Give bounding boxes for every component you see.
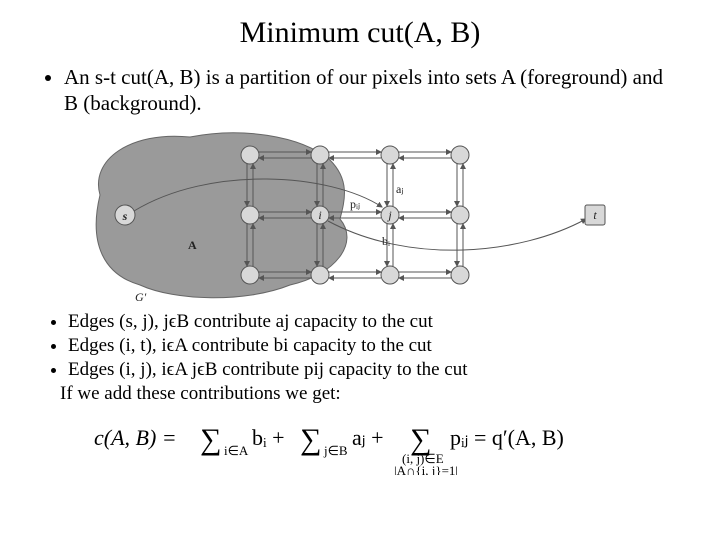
graph-diagram: s t A G′ i j aⱼ pᵢⱼ bᵢ [80, 125, 640, 305]
bullet-sj: Edges (s, j), jϵB contribute aj capacity… [68, 311, 680, 333]
sum3-sub2: |A∩{i, j}=1| [394, 463, 458, 475]
formula-lhs: c(A, B) = [94, 425, 177, 450]
bullet-it: Edges (i, t), iϵA contribute bi capacity… [68, 335, 680, 357]
slide-title: Minimum cut(A, B) [40, 16, 680, 50]
label-pij: pᵢⱼ [350, 197, 360, 211]
sum3-body: pᵢⱼ = q′(A, B) [450, 425, 564, 450]
contribution-bullets: Edges (s, j), jϵB contribute aj capacity… [40, 311, 680, 381]
label-i: i [318, 208, 321, 222]
cut-formula: c(A, B) = ∑ i∈A bᵢ + ∑ j∈B aⱼ + ∑ (i, j)… [90, 415, 630, 480]
intro-bullet: An s-t cut(A, B) is a partition of our p… [64, 64, 680, 117]
label-A: A [188, 238, 197, 252]
bullet-ij: Edges (i, j), iϵA jϵB contribute pij cap… [68, 359, 680, 381]
sum1-sub: i∈A [224, 443, 249, 458]
sum2-body: aⱼ + [352, 425, 384, 450]
label-bi: bᵢ [382, 234, 390, 248]
sigma2-icon: ∑ [300, 423, 321, 456]
label-aj: aⱼ [396, 182, 403, 196]
sum2-sub: j∈B [323, 443, 348, 458]
sum1-body: bᵢ + [252, 425, 285, 450]
intro-list: An s-t cut(A, B) is a partition of our p… [40, 64, 680, 117]
sigma1-icon: ∑ [200, 423, 221, 456]
label-s: s [122, 209, 128, 223]
label-Gprime: G′ [135, 290, 147, 304]
followup-text: If we add these contributions we get: [60, 383, 680, 405]
